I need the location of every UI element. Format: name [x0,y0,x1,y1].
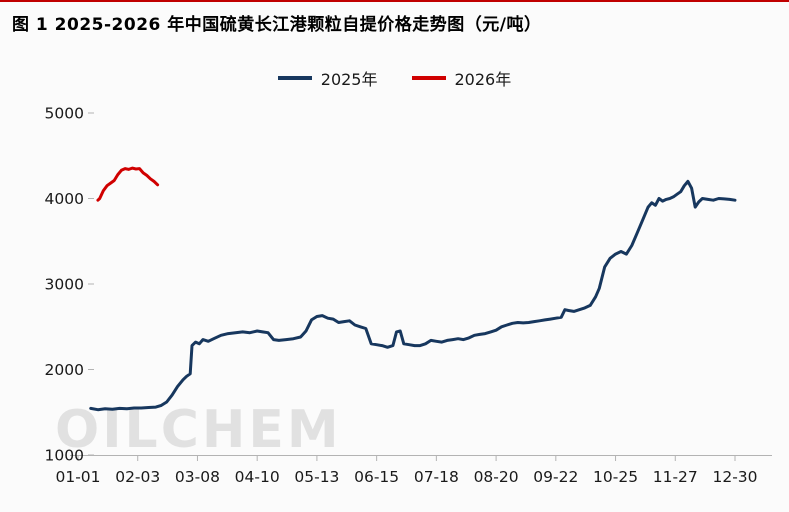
svg-text:06-15: 06-15 [354,468,399,486]
chart-title: 图 1 2025-2026 年中国硫黄长江港颗粒自提价格走势图（元/吨） [12,15,542,35]
svg-text:07-18: 07-18 [414,468,459,486]
line-chart: 01-01 02-03 03-08 04-10 05-13 06-15 07-18 08-20… [45,105,772,486]
svg-text:05-13: 05-13 [294,468,339,486]
svg-text:5000: 5000 [45,105,84,123]
svg-text:11-27: 11-27 [653,468,698,486]
svg-text:01-01: 01-01 [55,468,100,486]
svg-text:4000: 4000 [45,190,84,208]
legend-label-2025: 2025年 [320,70,378,89]
svg-text:10-25: 10-25 [593,468,638,486]
top-rule [0,0,789,2]
svg-text:12-30: 12-30 [712,468,757,486]
svg-text:3000: 3000 [45,276,84,294]
legend-swatch-2026 [411,76,446,80]
svg-text:2000: 2000 [45,361,84,379]
svg-text:1000: 1000 [45,447,84,465]
legend: 2025年 2026年 [0,66,789,90]
svg-text:04-10: 04-10 [235,468,280,486]
legend-item-2025: 2025年 [277,66,378,90]
svg-text:08-20: 08-20 [474,468,519,486]
legend-label-2026: 2026年 [454,70,512,89]
chart-area: OILCHEM 01-01 02-03 03-08 04-10 05-13 06-15 07… [0,95,789,512]
legend-item-2026: 2026年 [411,66,512,90]
svg-text:02-03: 02-03 [115,468,160,486]
svg-text:03-08: 03-08 [175,468,220,486]
legend-swatch-2025 [277,76,312,80]
svg-text:09-22: 09-22 [533,468,578,486]
